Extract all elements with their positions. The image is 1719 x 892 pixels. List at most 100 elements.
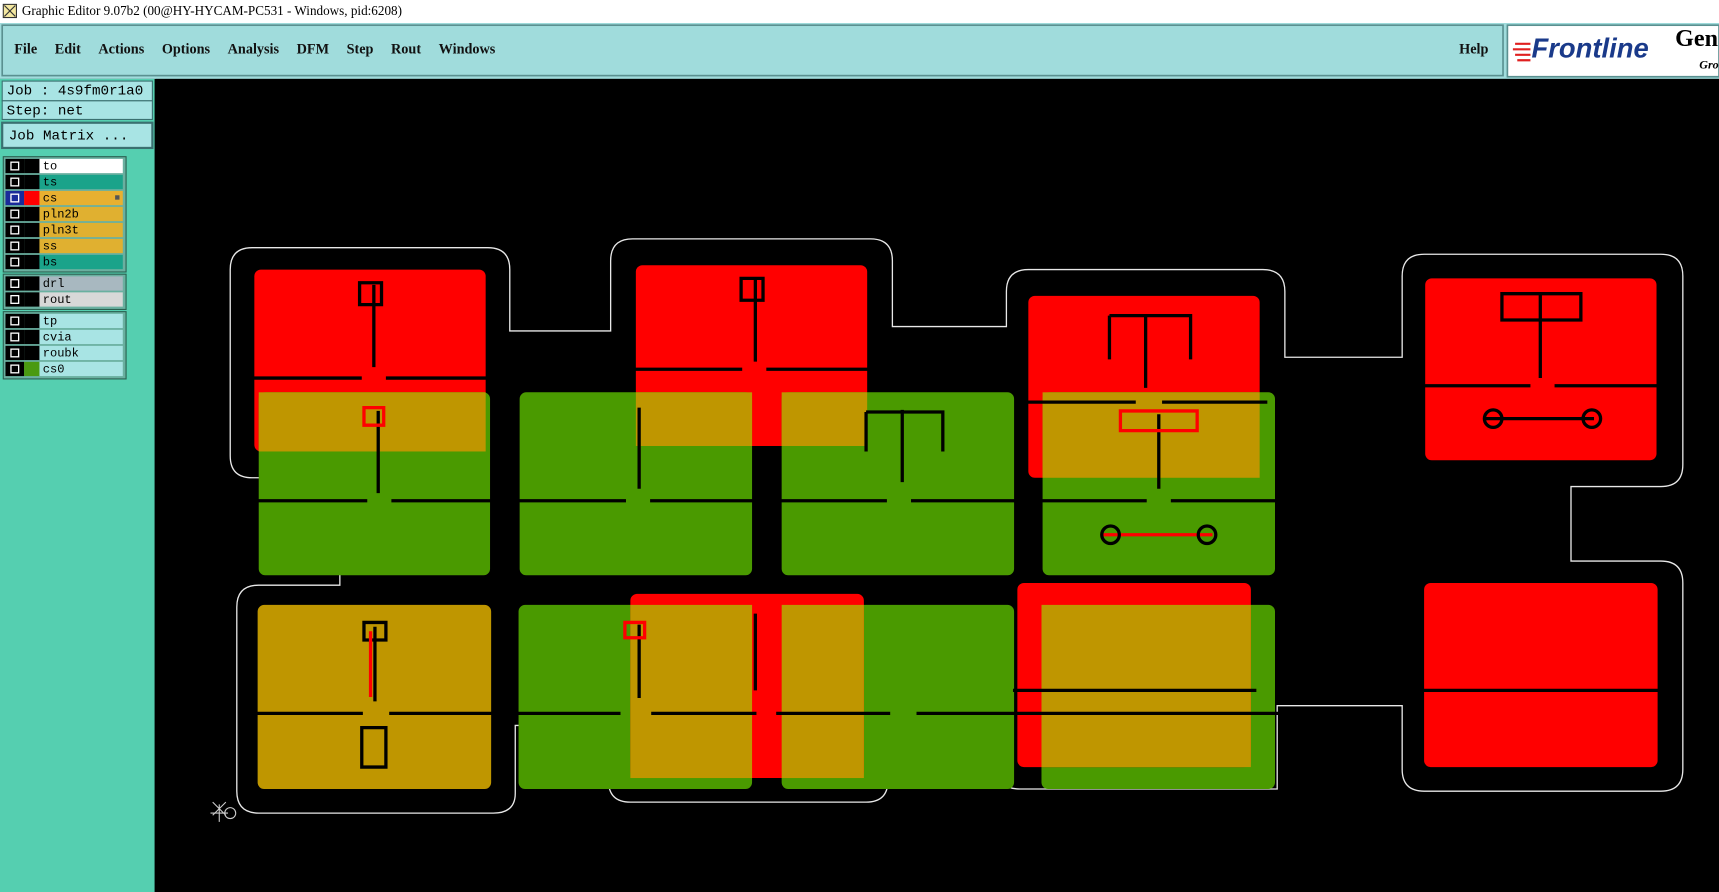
layer-checkbox-cell[interactable] xyxy=(5,361,25,377)
layer-checkbox-cell[interactable] xyxy=(5,313,25,329)
layer-row[interactable] xyxy=(39,158,123,174)
layer-row[interactable] xyxy=(39,190,123,206)
layer-name[interactable]: tp xyxy=(43,315,57,329)
overlap-pad xyxy=(630,604,753,779)
layer-swatch xyxy=(24,206,40,222)
layer-name[interactable]: cvia xyxy=(43,331,72,345)
job-matrix-label[interactable]: Job Matrix ... xyxy=(9,129,129,145)
layer-checkbox[interactable] xyxy=(10,278,20,288)
logo-stripes xyxy=(1512,42,1531,62)
menu-item[interactable]: Rout xyxy=(391,42,421,58)
layer-checkbox-cell[interactable] xyxy=(5,174,25,190)
layer-row[interactable] xyxy=(39,345,123,361)
layer-checkbox-cell[interactable] xyxy=(5,329,25,345)
layer-checkbox-cell[interactable] xyxy=(5,345,25,361)
logo-brand: Frontline xyxy=(1532,33,1649,64)
layer-swatch xyxy=(24,222,40,238)
layer-checkbox[interactable] xyxy=(10,257,20,267)
menu-item[interactable]: Options xyxy=(162,42,211,58)
menu-item[interactable]: Edit xyxy=(55,42,81,58)
layer-row[interactable] xyxy=(39,238,123,254)
layer-row[interactable] xyxy=(39,222,123,238)
layer-checkbox-cell[interactable] xyxy=(5,238,25,254)
layer-checkbox[interactable] xyxy=(10,241,20,251)
layer-name[interactable]: ss xyxy=(43,240,57,254)
layer-checkbox[interactable] xyxy=(10,364,20,374)
layer-checkbox[interactable] xyxy=(10,209,20,219)
menu-items: File Edit Actions Options Analysis DFM Step Rou… xyxy=(14,42,496,58)
layer-name[interactable]: cs xyxy=(43,192,57,206)
layer-active-mark xyxy=(115,195,120,200)
overlap-pad xyxy=(258,392,486,452)
menu-item[interactable]: Windows xyxy=(439,42,496,58)
layer-swatch xyxy=(24,158,40,174)
origin-marker xyxy=(210,801,229,822)
red-pad xyxy=(1424,582,1658,768)
step-name: Step: net xyxy=(7,103,84,119)
layer-name[interactable]: pln2b xyxy=(43,208,79,222)
layer-checkbox[interactable] xyxy=(10,294,20,304)
overlap-pad xyxy=(1041,604,1251,768)
layer-swatch xyxy=(24,276,40,291)
menu-item[interactable]: DFM xyxy=(297,42,330,58)
origin-marker-ring xyxy=(224,807,237,820)
title-bar xyxy=(0,0,1719,24)
window-title: Graphic Editor 9.07b2 (00@HY-HYCAM-PC531… xyxy=(22,3,402,18)
layer-checkbox[interactable] xyxy=(10,225,20,235)
layer-name[interactable]: roubk xyxy=(43,347,79,361)
layer-row[interactable] xyxy=(39,313,123,329)
layer-checkbox-cell[interactable] xyxy=(5,206,25,222)
layer-swatch xyxy=(24,329,40,345)
menu-item[interactable]: Step xyxy=(347,42,374,58)
layer-checkbox-cell[interactable] xyxy=(5,292,25,307)
menu-bar-border xyxy=(1,24,1504,77)
layer-row[interactable] xyxy=(39,254,123,270)
layer-row[interactable] xyxy=(39,329,123,345)
menu-item[interactable]: File xyxy=(14,42,37,58)
layer-checkbox[interactable] xyxy=(10,161,20,171)
layer-checkbox-cell[interactable] xyxy=(5,190,25,206)
logo-box xyxy=(1506,24,1719,78)
layer-row[interactable] xyxy=(39,174,123,190)
layer-swatch xyxy=(24,254,40,270)
layer-name[interactable]: rout xyxy=(43,293,72,307)
layer-checkbox-cell[interactable] xyxy=(5,158,25,174)
menu-item[interactable]: Analysis xyxy=(228,42,280,58)
layer-checkbox[interactable] xyxy=(10,348,20,358)
layer-swatch xyxy=(24,292,40,307)
overlap-pad xyxy=(635,392,753,446)
overlap-pad xyxy=(781,392,868,446)
traces xyxy=(249,276,1665,769)
layer-name[interactable]: bs xyxy=(43,256,57,270)
layer-swatch xyxy=(24,174,40,190)
logo-sub: Gro xyxy=(1699,58,1718,72)
layer-swatch xyxy=(24,190,40,206)
board-outline xyxy=(229,238,1684,814)
layer-swatch xyxy=(24,313,40,329)
app-icon-mark xyxy=(3,5,16,17)
logo-product: Gen xyxy=(1675,26,1718,52)
overlap-pad xyxy=(1042,392,1260,478)
layer-checkbox[interactable] xyxy=(10,316,20,326)
layer-checkbox[interactable] xyxy=(10,332,20,342)
layer-name[interactable]: drl xyxy=(43,277,65,291)
help-menu[interactable]: Help xyxy=(1459,42,1488,58)
pcb-drawing xyxy=(210,238,1684,822)
layer-name[interactable]: to xyxy=(43,160,57,174)
layer-row[interactable] xyxy=(39,361,123,377)
layer-row[interactable] xyxy=(39,206,123,222)
layer-row[interactable] xyxy=(39,292,123,307)
job-matrix-button[interactable] xyxy=(1,121,154,150)
layer-swatch xyxy=(24,345,40,361)
layer-checkbox-cell[interactable] xyxy=(5,276,25,291)
layer-name[interactable]: pln3t xyxy=(43,224,79,238)
layer-name[interactable]: cs0 xyxy=(43,363,65,377)
layer-name[interactable]: ts xyxy=(43,176,57,190)
layer-row[interactable] xyxy=(39,276,123,291)
layer-checkbox[interactable] xyxy=(10,193,20,203)
layer-checkbox-cell[interactable] xyxy=(5,222,25,238)
layer-list: to ts cs pln2b pln3t ss bs drl rout tp cvia roubk cs… xyxy=(2,156,127,380)
layer-checkbox-cell[interactable] xyxy=(5,254,25,270)
layer-checkbox[interactable] xyxy=(10,177,20,187)
menu-item[interactable]: Actions xyxy=(98,42,144,58)
